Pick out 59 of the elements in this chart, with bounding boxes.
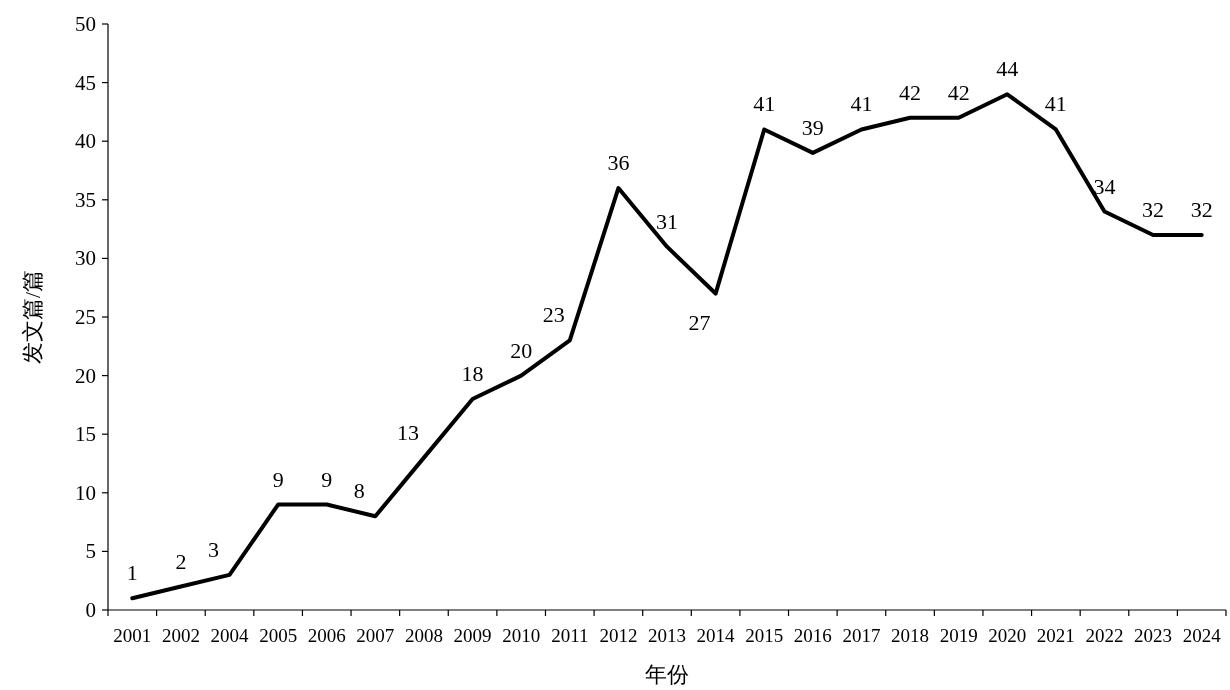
x-tick-label: 2016: [793, 625, 832, 646]
data-label: 27: [688, 309, 711, 335]
data-label: 3: [208, 536, 220, 562]
data-label: 41: [753, 91, 776, 117]
x-tick-label: 2024: [1182, 625, 1222, 646]
x-tick-label: 2020: [988, 625, 1027, 646]
y-tick-label: 35: [75, 187, 96, 212]
data-label: 32: [1142, 196, 1165, 222]
data-label: 41: [1044, 91, 1067, 117]
y-tick-label: 45: [75, 70, 96, 95]
data-label: 36: [607, 150, 630, 176]
x-tick-label: 2005: [259, 625, 298, 646]
data-label: 20: [510, 337, 533, 363]
y-tick-label: 0: [85, 598, 96, 622]
data-label: 41: [850, 91, 873, 117]
data-label: 9: [272, 466, 284, 492]
x-axis-title: 年份: [645, 662, 689, 687]
y-tick-label: 15: [75, 422, 96, 447]
x-tick-label: 2002: [161, 625, 200, 646]
y-axis-title: 发文篇/篇: [20, 269, 45, 365]
x-tick-label: 2018: [891, 625, 930, 646]
data-label: 8: [353, 478, 365, 504]
x-tick-label: 2013: [648, 625, 686, 646]
x-tick-label: 2008: [404, 625, 443, 646]
y-tick-label: 5: [85, 539, 96, 564]
x-tick-label: 2019: [939, 625, 978, 646]
y-tick-label: 30: [75, 246, 96, 271]
data-label: 13: [396, 419, 419, 445]
y-tick-label: 10: [75, 480, 96, 505]
y-tick-label: 25: [75, 305, 96, 329]
x-tick-label: 2010: [502, 625, 541, 646]
x-tick-label: 2021: [1036, 625, 1075, 646]
data-label: 18: [461, 361, 484, 387]
data-label: 2: [175, 548, 187, 574]
y-tick-label: 40: [75, 129, 96, 154]
data-label: 44: [996, 56, 1019, 82]
x-tick-label: 2012: [599, 625, 638, 646]
x-tick-label: 2017: [842, 625, 881, 646]
data-label: 31: [656, 208, 678, 234]
x-tick-label: 2014: [696, 625, 736, 646]
x-tick-label: 2022: [1085, 625, 1124, 646]
data-label: 1: [126, 560, 138, 586]
x-tick-label: 2001: [113, 625, 152, 646]
x-tick-label: 2011: [551, 625, 589, 646]
y-tick-label: 20: [75, 363, 96, 388]
data-label: 42: [899, 79, 922, 105]
x-tick-label: 2023: [1134, 625, 1173, 646]
x-tick-label: 2015: [745, 625, 784, 646]
data-label: 39: [801, 114, 824, 140]
x-tick-label: 2007: [356, 625, 395, 646]
data-label: 42: [947, 79, 970, 105]
data-label: 34: [1093, 173, 1116, 199]
data-label: 9: [321, 466, 333, 492]
y-tick-label: 50: [75, 12, 96, 36]
x-tick-label: 2004: [210, 625, 250, 646]
x-tick-label: 2009: [453, 625, 492, 646]
x-tick-label: 2006: [307, 625, 346, 646]
data-label: 23: [542, 302, 565, 328]
data-label: 32: [1190, 196, 1213, 222]
